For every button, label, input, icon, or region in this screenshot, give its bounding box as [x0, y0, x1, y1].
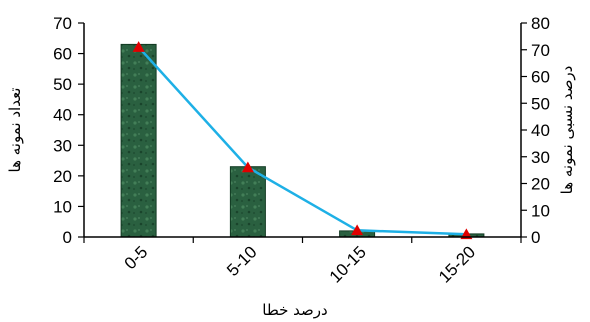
- right-tick-label: 60: [531, 68, 550, 87]
- left-tick-label: 10: [53, 197, 72, 216]
- right-y-ticks: 0 10 20 30 40 50 60 70 80: [521, 14, 550, 247]
- x-tick-label: 0-5: [121, 242, 152, 273]
- right-tick-label: 40: [531, 121, 550, 140]
- left-tick-label: 50: [53, 75, 72, 94]
- x-ticks: 0-5 5-10 10-15 15-20: [83, 237, 522, 287]
- left-tick-label: 40: [53, 106, 72, 125]
- x-tick-label: 15-20: [435, 242, 479, 286]
- triangle-marker-10-15: [351, 224, 364, 236]
- percentage-line: [137, 46, 467, 236]
- right-tick-label: 50: [531, 94, 550, 113]
- triangle-marker-0-5: [132, 41, 145, 52]
- right-tick-label: 0: [531, 228, 540, 247]
- right-tick-label: 80: [531, 14, 550, 33]
- left-tick-label: 60: [53, 45, 72, 64]
- left-y-ticks: 0 10 20 30 40 50 60 70: [53, 14, 84, 247]
- left-tick-label: 30: [53, 136, 72, 155]
- y-axis-title-right: درصد نسبی نمونه ها: [558, 66, 576, 195]
- right-tick-label: 20: [531, 175, 550, 194]
- left-tick-label: 70: [53, 14, 72, 33]
- line-series: [132, 41, 473, 240]
- x-tick-label: 10-15: [326, 242, 370, 286]
- left-tick-label: 20: [53, 167, 72, 186]
- left-tick-label: 0: [63, 228, 72, 247]
- right-tick-label: 30: [531, 148, 550, 167]
- right-tick-label: 10: [531, 201, 550, 220]
- bar-series: [120, 43, 485, 238]
- right-tick-label: 70: [531, 41, 550, 60]
- triangle-marker-5-10: [241, 161, 254, 173]
- x-axis-title: درصد خطا: [262, 301, 327, 319]
- y-axis-title-left: تعداد نمونه ها: [6, 88, 24, 173]
- bar-0-5: [120, 43, 157, 238]
- bar-5-10: [229, 166, 266, 238]
- x-tick-label: 5-10: [223, 242, 260, 279]
